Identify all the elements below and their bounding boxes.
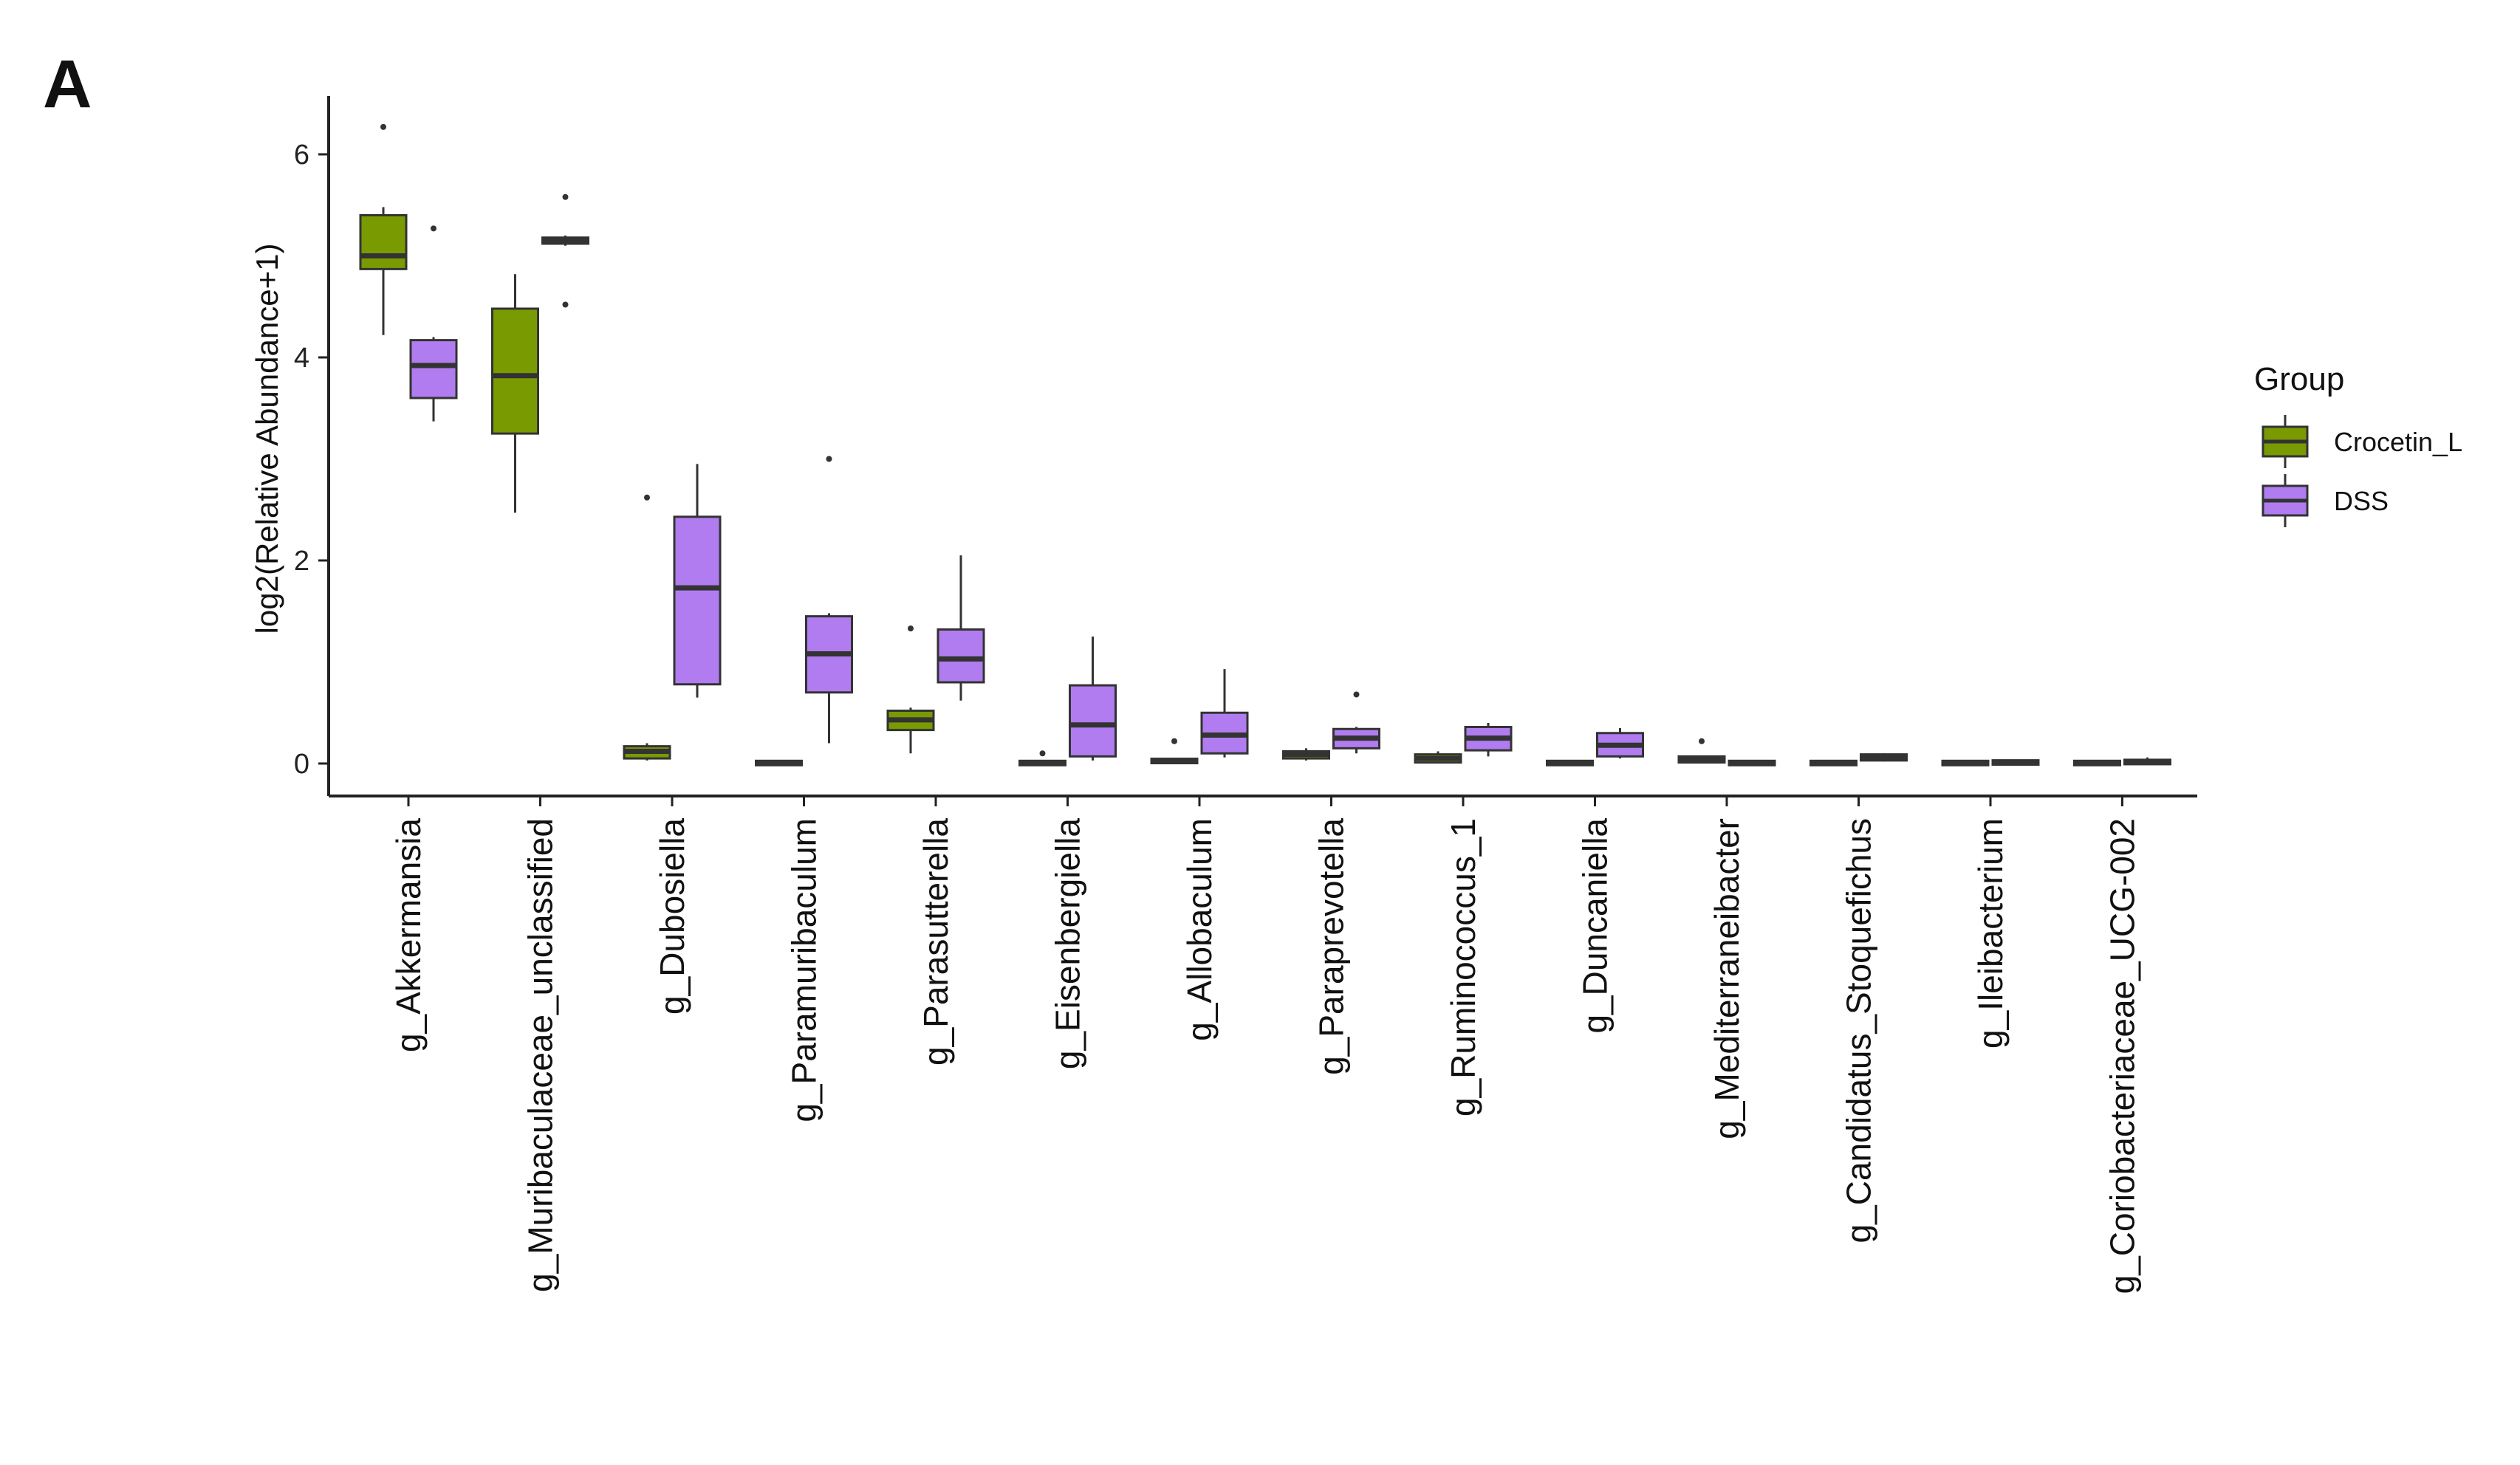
box-dss [541, 193, 589, 308]
x-tick-label: g_Dubosiella [653, 818, 691, 1015]
box-dss [1860, 753, 1908, 762]
box-crocetin-l [1018, 750, 1066, 766]
x-tick-label: g_Coriobacteriaceae_UCG-002 [2103, 818, 2142, 1294]
box-crocetin-l [491, 274, 539, 513]
box-crocetin-l [886, 625, 935, 754]
outlier-point [1699, 738, 1705, 744]
legend-item: DSS [2262, 474, 2389, 527]
legend-label: DSS [2334, 486, 2389, 516]
legend: Group Crocetin_L DSS [2254, 361, 2462, 527]
y-tick-label: 2 [294, 546, 309, 577]
axes: 0 2 4 6 [294, 96, 2197, 806]
box-dss [1991, 759, 2040, 766]
x-tick-labels: g_Akkermansia g_Muribaculaceae_unclassifi… [389, 818, 2142, 1294]
x-tick-label: g_Candidatus_Stoquefichus [1840, 818, 1878, 1243]
box-crocetin-l [755, 759, 803, 766]
box-body [359, 214, 408, 270]
box-dss [1728, 759, 1776, 766]
box-body [409, 339, 458, 399]
outlier-point [908, 625, 914, 632]
box-crocetin-l [1150, 738, 1199, 765]
outlier-point [826, 456, 832, 462]
box-crocetin-l [2073, 759, 2121, 766]
x-tick-label: g_Duncaniella [1576, 818, 1615, 1034]
box-body [673, 515, 722, 686]
panel-label: A [43, 47, 92, 122]
box-dss [1332, 691, 1380, 754]
box-crocetin-l [1677, 738, 1726, 764]
legend-item: Crocetin_L [2262, 415, 2462, 468]
x-tick-label: g_Ruminococcus_1 [1444, 818, 1482, 1116]
outlier-point [562, 301, 569, 308]
x-tick-label: g_Mediterraneibacter [1708, 818, 1746, 1139]
box-body [491, 307, 539, 435]
y-tick-label: 4 [294, 343, 309, 374]
box-body [1069, 684, 1117, 758]
box-crocetin-l [1546, 759, 1594, 766]
outlier-point [562, 193, 569, 200]
box-dss [1200, 669, 1249, 758]
boxes [359, 123, 2171, 766]
y-axis-title: log2(Relative Abundance+1) [250, 244, 284, 634]
x-tick-label: g_Ileibacterium [1971, 818, 2010, 1049]
outlier-point [1171, 738, 1177, 744]
box-dss [2123, 757, 2171, 766]
legend-title: Group [2254, 361, 2344, 397]
box-crocetin-l [1941, 759, 1990, 766]
legend-label: Crocetin_L [2334, 427, 2462, 457]
box-body [937, 628, 985, 684]
box-crocetin-l [1282, 748, 1330, 761]
outlier-point [1039, 750, 1046, 757]
outlier-point [1353, 691, 1360, 698]
box-dss [409, 225, 458, 422]
x-tick-label: g_Muribaculaceae_unclassified [521, 818, 560, 1292]
box-dss [1069, 637, 1117, 761]
box-crocetin-l [359, 123, 408, 335]
box-dss [1464, 723, 1513, 757]
outlier-point [380, 123, 386, 130]
x-tick-label: g_Parasutterella [917, 818, 955, 1066]
x-tick-label: g_Eisenbergiella [1049, 818, 1087, 1070]
y-tick-label: 0 [294, 749, 309, 780]
box-dss [673, 464, 722, 698]
x-tick-label: g_Akkermansia [389, 818, 428, 1052]
box-crocetin-l [1809, 759, 1858, 766]
y-tick-label: 6 [294, 140, 309, 171]
outlier-point [644, 494, 650, 501]
x-tick-label: g_Allobaculum [1180, 818, 1219, 1041]
outlier-point [431, 225, 436, 232]
box-crocetin-l [1414, 751, 1462, 764]
x-tick-label: g_Paraprevotella [1312, 818, 1351, 1075]
box-dss [937, 555, 985, 701]
box-dss [805, 456, 853, 744]
box-dss [1596, 727, 1644, 759]
box-crocetin-l [623, 494, 671, 761]
x-tick-label: g_Paramuribaculum [785, 818, 824, 1122]
